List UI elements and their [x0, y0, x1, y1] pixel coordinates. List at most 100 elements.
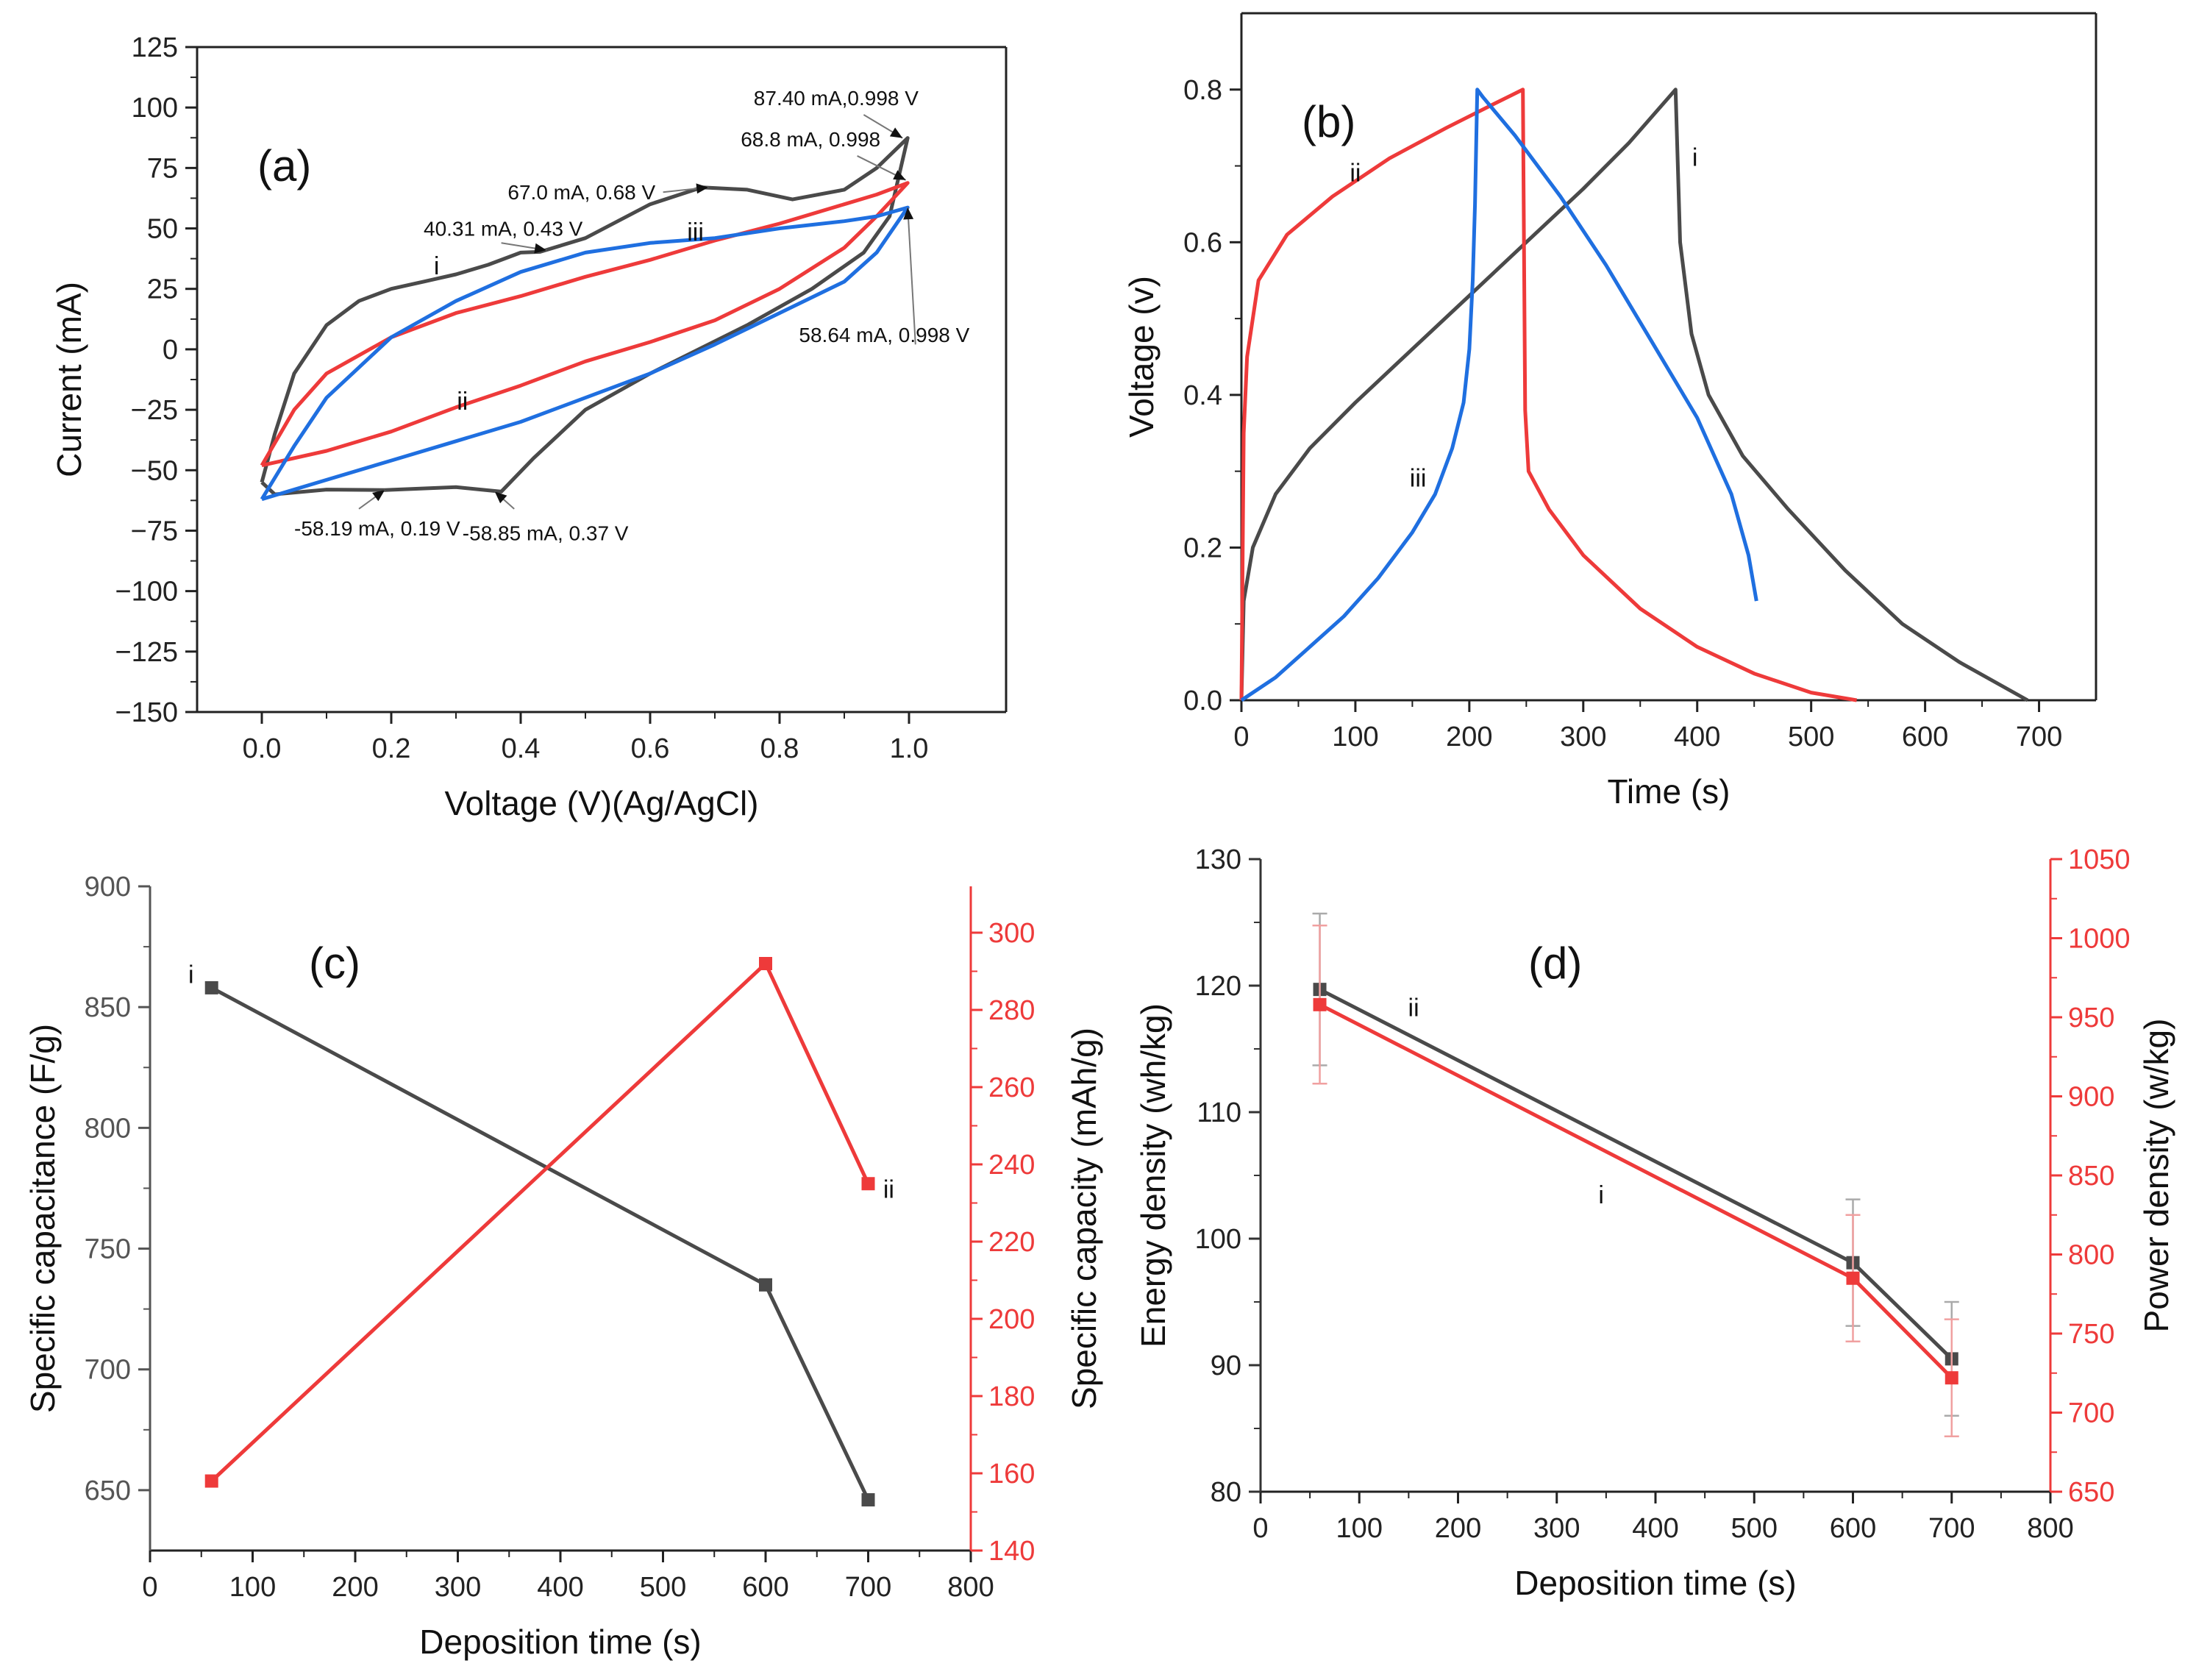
panel-label: (d): [1528, 939, 1582, 988]
y-tick-label: 750: [85, 1234, 131, 1265]
y-tick-label: −50: [131, 455, 178, 486]
y-right-tick-label: 950: [2068, 1003, 2114, 1033]
y-axis-label: Current (mA): [50, 282, 88, 477]
x-tick-label: 600: [1902, 722, 1948, 752]
x-tick-label: 0.4: [502, 733, 541, 764]
series-line-i: [210, 986, 870, 1501]
y-tick-label: 0.8: [1183, 75, 1222, 106]
series-label: i: [188, 961, 194, 989]
x-tick-label: 0: [142, 1572, 157, 1603]
x-tick-label: 500: [1788, 722, 1834, 752]
peak-annotation: -58.19 mA, 0.19 V: [294, 517, 460, 540]
x-tick-label: 700: [1928, 1513, 1975, 1544]
x-tick-label: 0.6: [631, 733, 670, 764]
chart-panel-c: 0 100 200 300 400 500 600 700 800 650 700 750 800 850…: [24, 872, 1103, 1661]
series-line-iii: [1240, 88, 1758, 702]
y-right-tick-label: 220: [988, 1227, 1035, 1258]
x-tick-label: 300: [1533, 1513, 1580, 1544]
y-tick-label: 900: [85, 872, 131, 903]
y-tick-label: 0: [163, 335, 178, 366]
annotation-arrowhead: [534, 243, 547, 254]
x-tick-label: 0: [1233, 722, 1249, 752]
y-right-axis-label: Power density (w/kg): [2137, 1019, 2175, 1333]
y-right-tick-label: 160: [988, 1459, 1035, 1489]
x-tick-label: 700: [845, 1572, 891, 1603]
y-tick-label: 125: [132, 32, 178, 63]
y-right-tick-label: 1000: [2068, 924, 2131, 955]
data-point-i: [861, 1493, 875, 1507]
y-tick-label: 50: [147, 214, 178, 245]
y-tick-label: 0.4: [1183, 380, 1222, 411]
series-label: i: [434, 252, 440, 280]
y-tick-label: 80: [1211, 1477, 1241, 1508]
y-tick-label: −125: [115, 637, 178, 668]
x-tick-label: 0.2: [372, 733, 411, 764]
y-right-tick-label: 850: [2068, 1161, 2114, 1192]
panel-label: (a): [257, 141, 311, 191]
x-tick-label: 100: [1336, 1513, 1383, 1544]
annotation-arrowhead: [903, 207, 914, 220]
chart-panel-a: 0.0 0.2 0.4 0.6 0.8 1.0 125 100 75 50 25 0 −25 −50 −75…: [50, 32, 1008, 822]
x-axis-label: Time (s): [1608, 772, 1730, 811]
chart-panel-d: 0 100 200 300 400 500 600 700 800 80 90 100 110 120 13…: [1134, 844, 2175, 1602]
x-tick-label: 100: [229, 1572, 276, 1603]
series-label: i: [1598, 1181, 1604, 1209]
x-tick-label: 800: [947, 1572, 994, 1603]
x-tick-label: 800: [2027, 1513, 2073, 1544]
data-point-i: [1945, 1371, 1958, 1385]
data-point-ii: [759, 957, 772, 970]
x-tick-label: 1.0: [890, 733, 929, 764]
y-tick-label: −150: [115, 697, 178, 728]
x-tick-label: 500: [640, 1572, 686, 1603]
y-right-tick-label: 300: [988, 918, 1035, 949]
y-right-tick-label: 900: [2068, 1082, 2114, 1113]
x-tick-label: 200: [332, 1572, 378, 1603]
x-tick-label: 400: [1674, 722, 1720, 752]
x-tick-label: 300: [1560, 722, 1606, 752]
y-tick-label: 100: [1195, 1224, 1241, 1255]
y-tick-label: −100: [115, 577, 178, 608]
y-axis-label: Voltage (v): [1122, 276, 1161, 438]
series-line-ii: [260, 181, 910, 468]
y-tick-label: 100: [132, 93, 178, 124]
y-tick-label: −75: [131, 516, 178, 547]
y-right-tick-label: 700: [2068, 1398, 2114, 1429]
peak-annotation: 58.64 mA, 0.998 V: [799, 324, 969, 346]
y-tick-label: 90: [1211, 1350, 1241, 1381]
series-label: i: [1692, 144, 1698, 172]
y-right-tick-label: 200: [988, 1304, 1035, 1335]
peak-annotation: -58.85 mA, 0.37 V: [463, 522, 629, 545]
x-tick-label: 400: [1632, 1513, 1678, 1544]
x-tick-label: 400: [537, 1572, 583, 1603]
y-tick-label: 800: [85, 1113, 131, 1144]
y-tick-label: 75: [147, 153, 178, 184]
x-tick-label: 300: [435, 1572, 481, 1603]
annotation-arrowhead: [494, 491, 507, 504]
y-tick-label: 700: [85, 1355, 131, 1386]
data-point-ii: [861, 1177, 875, 1191]
y-right-tick-label: 800: [2068, 1240, 2114, 1271]
x-tick-label: 600: [742, 1572, 788, 1603]
peak-annotation: 68.8 mA, 0.998: [741, 128, 880, 151]
data-point-i: [759, 1278, 772, 1292]
series-label: ii: [883, 1176, 894, 1204]
x-tick-label: 0: [1252, 1513, 1268, 1544]
x-tick-label: 600: [1830, 1513, 1876, 1544]
series-label: ii: [1350, 159, 1361, 187]
data-point-i: [1846, 1271, 1860, 1285]
series-label: ii: [1408, 994, 1419, 1022]
series-line-i: [1239, 88, 2029, 702]
x-tick-label: 200: [1446, 722, 1492, 752]
y-right-tick-label: 260: [988, 1072, 1035, 1103]
y-tick-label: 0.6: [1183, 227, 1222, 258]
annotation-arrowhead: [696, 183, 709, 194]
y-tick-label: 25: [147, 274, 178, 305]
peak-annotation: 40.31 mA, 0.43 V: [424, 217, 583, 240]
y-right-axis-label: Specific capacity (mAh/g): [1065, 1028, 1103, 1409]
x-axis-label: Deposition time (s): [419, 1623, 701, 1661]
x-tick-label: 500: [1731, 1513, 1778, 1544]
peak-annotation: 87.40 mA,0.998 V: [754, 87, 919, 110]
y-right-tick-label: 650: [2068, 1477, 2114, 1508]
series-line-ii: [1239, 88, 1858, 702]
data-point-ii: [204, 1474, 218, 1488]
